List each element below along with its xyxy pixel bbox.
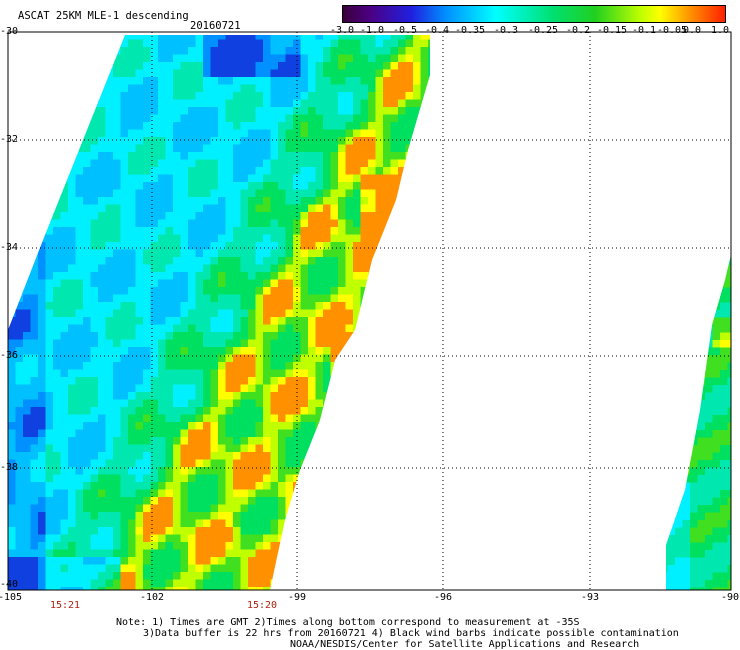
- lat-label-38: -38: [0, 462, 19, 473]
- map-frame: [7, 31, 732, 591]
- map-title: ASCAT 25KM MLE-1 descending: [18, 10, 189, 22]
- colorbar-tick-label: -0.15: [596, 25, 628, 36]
- lon-label-93: -93: [580, 592, 600, 603]
- colorbar-tick-label: -0.05: [656, 25, 688, 36]
- lat-lon-grid: [8, 32, 731, 590]
- colorbar-tick-label: -1.0: [359, 25, 385, 36]
- lat-label-36: -36: [0, 350, 19, 361]
- lat-label-40: -40: [0, 579, 19, 590]
- colorbar-tick-label: -0.35: [454, 25, 486, 36]
- lon-label-96: -96: [433, 592, 453, 603]
- lon-label-90: -90: [720, 592, 740, 603]
- right-swath: [666, 255, 731, 590]
- lat-label-30: -30: [0, 26, 19, 37]
- swath-time-left: 15:21: [49, 600, 81, 611]
- colorbar-tick-label: -0.25: [527, 25, 559, 36]
- colorbar-tick-label: 1.0: [710, 25, 730, 36]
- lat-label-32: -32: [0, 134, 19, 145]
- note-line-1: Note: 1) Times are GMT 2)Times along bot…: [116, 617, 580, 628]
- colorbar-tick-label: -0.5: [392, 25, 418, 36]
- colorbar-tick-label: -0.3: [493, 25, 519, 36]
- colorbar: [342, 5, 726, 23]
- colorbar-tick-label: -0.2: [565, 25, 591, 36]
- colorbar-tick-label: 0.0: [682, 25, 702, 36]
- colorbar-tick-label: -3.0: [329, 25, 355, 36]
- left-swath: [8, 35, 430, 590]
- map-date: 20160721: [190, 20, 241, 32]
- lon-label-99: -99: [287, 592, 307, 603]
- lon-label-102: -102: [139, 592, 165, 603]
- note-line-2: 3)Data buffer is 22 hrs from 20160721 4)…: [143, 628, 679, 639]
- lon-label-105: -105: [0, 592, 23, 603]
- note-line-3: NOAA/NESDIS/Center for Satellite Applica…: [290, 639, 640, 650]
- lat-label-34: -34: [0, 242, 19, 253]
- swath-time-right: 15:20: [246, 600, 278, 611]
- colorbar-tick-label: -0.4: [424, 25, 450, 36]
- colorbar-tick-label: -0.1: [631, 25, 657, 36]
